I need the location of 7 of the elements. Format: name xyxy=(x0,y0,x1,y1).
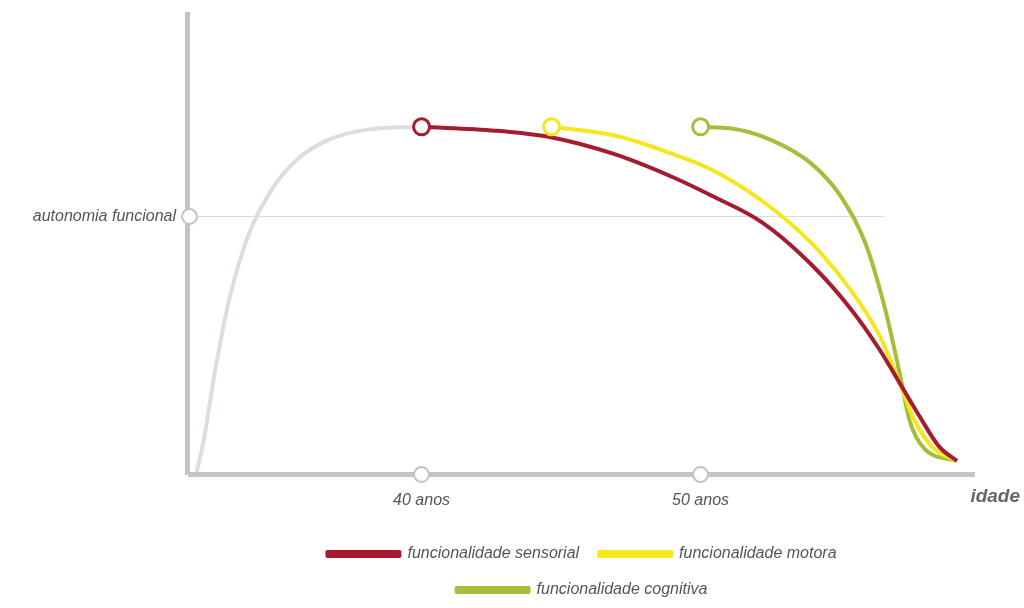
x-tick-label: 50 anos xyxy=(672,490,730,508)
legend-label: funcionalidade sensorial xyxy=(407,544,580,562)
ref-line-label: autonomia funcional xyxy=(32,207,177,225)
legend-label: funcionalidade motora xyxy=(679,544,837,562)
x-axis-title: idade xyxy=(970,484,1021,506)
x-tick-label: 40 anos xyxy=(393,490,451,508)
legend-label: funcionalidade cognitiva xyxy=(536,580,708,598)
